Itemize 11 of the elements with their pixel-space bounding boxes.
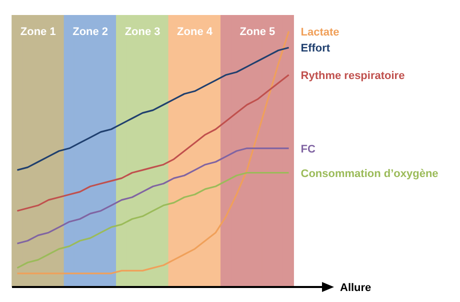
x-tick-label: Zone 5 [240, 26, 276, 38]
series-label: Rythme respiratoire [300, 70, 405, 82]
x-tick-label: Zone 4 [177, 26, 214, 38]
series-label: Effort [300, 42, 330, 55]
series-label: FC [300, 143, 316, 156]
x-tick-label: Zone 3 [124, 26, 160, 38]
x-tick-label: Zone 2 [72, 26, 108, 38]
x-tick-label: Zone 1 [20, 26, 56, 38]
x-axis-title: Allure [340, 282, 372, 294]
series-label: Consommation d’oxygène [300, 168, 438, 180]
series-label: Lactate [300, 26, 340, 38]
